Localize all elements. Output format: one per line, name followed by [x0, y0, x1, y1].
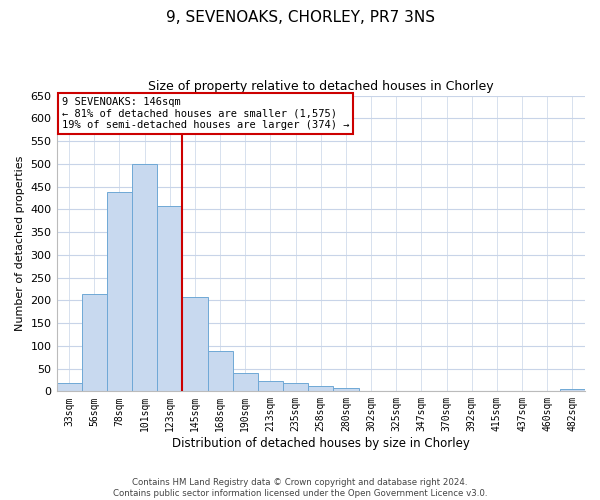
Text: 9, SEVENOAKS, CHORLEY, PR7 3NS: 9, SEVENOAKS, CHORLEY, PR7 3NS: [166, 10, 434, 25]
Bar: [334, 388, 359, 392]
Bar: [157, 206, 182, 392]
Bar: [182, 297, 208, 392]
Bar: [208, 352, 233, 392]
Bar: [308, 386, 334, 392]
Bar: [132, 164, 157, 392]
Title: Size of property relative to detached houses in Chorley: Size of property relative to detached ho…: [148, 80, 494, 93]
Bar: [258, 382, 283, 392]
Bar: [107, 192, 132, 392]
Bar: [56, 383, 82, 392]
Bar: [233, 373, 258, 392]
Bar: [82, 294, 107, 392]
Y-axis label: Number of detached properties: Number of detached properties: [15, 156, 25, 331]
X-axis label: Distribution of detached houses by size in Chorley: Distribution of detached houses by size …: [172, 437, 470, 450]
Text: 9 SEVENOAKS: 146sqm
← 81% of detached houses are smaller (1,575)
19% of semi-det: 9 SEVENOAKS: 146sqm ← 81% of detached ho…: [62, 97, 349, 130]
Bar: [283, 383, 308, 392]
Text: Contains HM Land Registry data © Crown copyright and database right 2024.
Contai: Contains HM Land Registry data © Crown c…: [113, 478, 487, 498]
Bar: [560, 389, 585, 392]
